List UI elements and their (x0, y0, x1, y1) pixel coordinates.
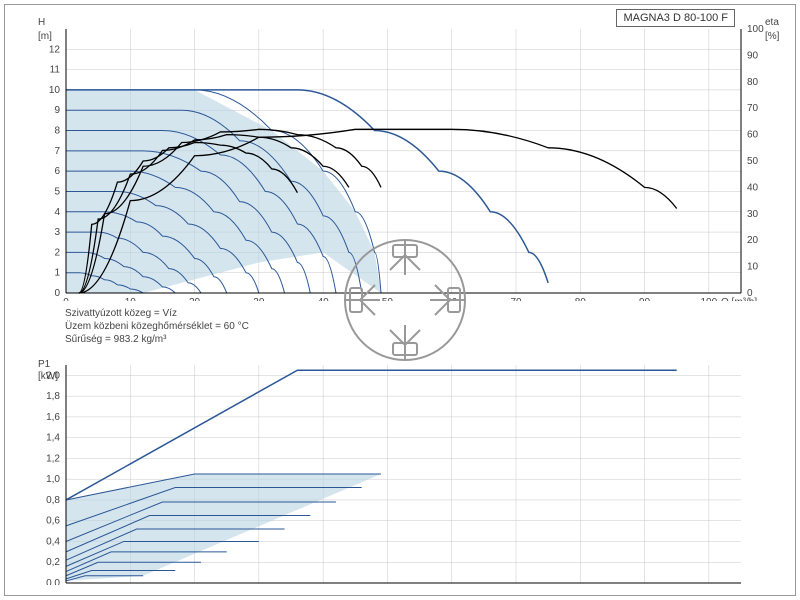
svg-text:0,0: 0,0 (46, 578, 60, 585)
svg-text:70: 70 (510, 297, 522, 301)
svg-text:eta: eta (765, 17, 779, 28)
svg-text:9: 9 (54, 105, 60, 116)
svg-text:4: 4 (54, 207, 60, 218)
svg-text:20: 20 (747, 235, 759, 246)
svg-text:1: 1 (54, 268, 60, 279)
svg-text:1,2: 1,2 (46, 453, 60, 464)
svg-text:40: 40 (318, 297, 330, 301)
svg-text:70: 70 (747, 103, 759, 114)
power-chart: 0,00,20,40,60,81,01,21,41,61,82,0P1[kW] (11, 355, 791, 585)
svg-text:0,8: 0,8 (46, 495, 60, 506)
svg-text:0,6: 0,6 (46, 516, 60, 527)
svg-text:90: 90 (747, 50, 759, 61)
svg-text:1,0: 1,0 (46, 474, 60, 485)
svg-text:8: 8 (54, 126, 60, 137)
info-line-3: Sűrűség = 983.2 kg/m³ (65, 333, 249, 346)
svg-text:30: 30 (747, 209, 759, 220)
svg-text:0,2: 0,2 (46, 557, 60, 568)
svg-text:[%]: [%] (765, 31, 780, 42)
svg-text:[m]: [m] (38, 31, 52, 42)
svg-text:10: 10 (747, 262, 759, 273)
svg-text:10: 10 (125, 297, 137, 301)
svg-text:100: 100 (701, 297, 718, 301)
svg-text:30: 30 (253, 297, 265, 301)
svg-text:0: 0 (63, 297, 69, 301)
outer-frame: MAGNA3 D 80-100 F 0102030405060708090100… (4, 4, 796, 596)
svg-text:1,8: 1,8 (46, 391, 60, 402)
info-line-1: Szivattyúzott közeg = Víz (65, 307, 249, 320)
svg-text:60: 60 (747, 130, 759, 141)
medium-info: Szivattyúzott közeg = Víz Üzem közbeni k… (65, 307, 249, 346)
svg-text:90: 90 (639, 297, 651, 301)
svg-text:0: 0 (54, 288, 60, 299)
svg-text:3: 3 (54, 227, 60, 238)
svg-text:2: 2 (54, 247, 60, 258)
brand-logo-watermark (335, 230, 475, 370)
info-line-2: Üzem közbeni közeghőmérséklet = 60 °C (65, 320, 249, 333)
svg-text:1,4: 1,4 (46, 433, 60, 444)
svg-text:[kW]: [kW] (38, 371, 58, 382)
svg-text:50: 50 (747, 156, 759, 167)
svg-text:80: 80 (575, 297, 587, 301)
svg-text:10: 10 (49, 85, 61, 96)
svg-text:Q [m³/h]: Q [m³/h] (721, 297, 757, 301)
svg-text:20: 20 (189, 297, 201, 301)
svg-text:5: 5 (54, 186, 60, 197)
svg-text:11: 11 (50, 65, 61, 76)
svg-text:6: 6 (54, 166, 60, 177)
svg-text:12: 12 (49, 44, 61, 55)
svg-text:1,6: 1,6 (46, 412, 60, 423)
svg-text:0,4: 0,4 (46, 536, 60, 547)
svg-text:H: H (38, 17, 45, 28)
svg-text:100: 100 (747, 24, 764, 35)
svg-text:40: 40 (747, 182, 759, 193)
svg-text:7: 7 (54, 146, 60, 157)
svg-text:P1: P1 (38, 359, 51, 370)
svg-text:80: 80 (747, 77, 759, 88)
